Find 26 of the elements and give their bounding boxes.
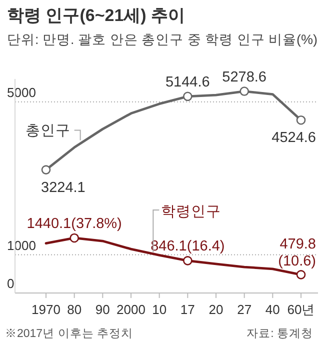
chart-title: 학령 인구(6~21세) 추이 [7,6,186,25]
x-tick-label: 10 [152,302,167,317]
x-tick-label: 1970 [32,302,60,317]
y-tick-label: 1000 [7,238,36,253]
x-tick-label: 80 [67,302,82,317]
x-tick-label: 27 [237,302,252,317]
chart-subtitle: 단위: 만명. 괄호 안은 총인구 중 학령 인구 비율(%) [7,32,318,47]
x-tick-label: 90 [95,302,110,317]
series-label: 총인구 [25,123,70,140]
x-tick-label: 2000 [116,302,146,317]
text: ※2017년 이후는 추정치 [5,328,133,340]
data-label: 1440.1(37.8%) [26,216,122,232]
x-tick-label: 40 [265,302,280,317]
data-label: 479.8 (10.6) [278,236,316,270]
data-label: 846.1(16.4) [150,238,225,255]
text: 학령인구 [161,204,222,220]
x-tick-label: 17 [180,302,195,317]
y-tick-label: 5000 [7,84,36,100]
y-tick-label: 0 [7,276,14,291]
text: 자료: 통계청 [246,328,313,340]
x-tick-label: 60년 [287,302,315,317]
data-label: 4524.6 [272,130,316,146]
data-label: 5278.6 [222,69,267,86]
x-tick-label: 20 [208,302,224,317]
data-label: 3224.1 [41,180,86,196]
data-label: 5144.6 [165,74,210,90]
